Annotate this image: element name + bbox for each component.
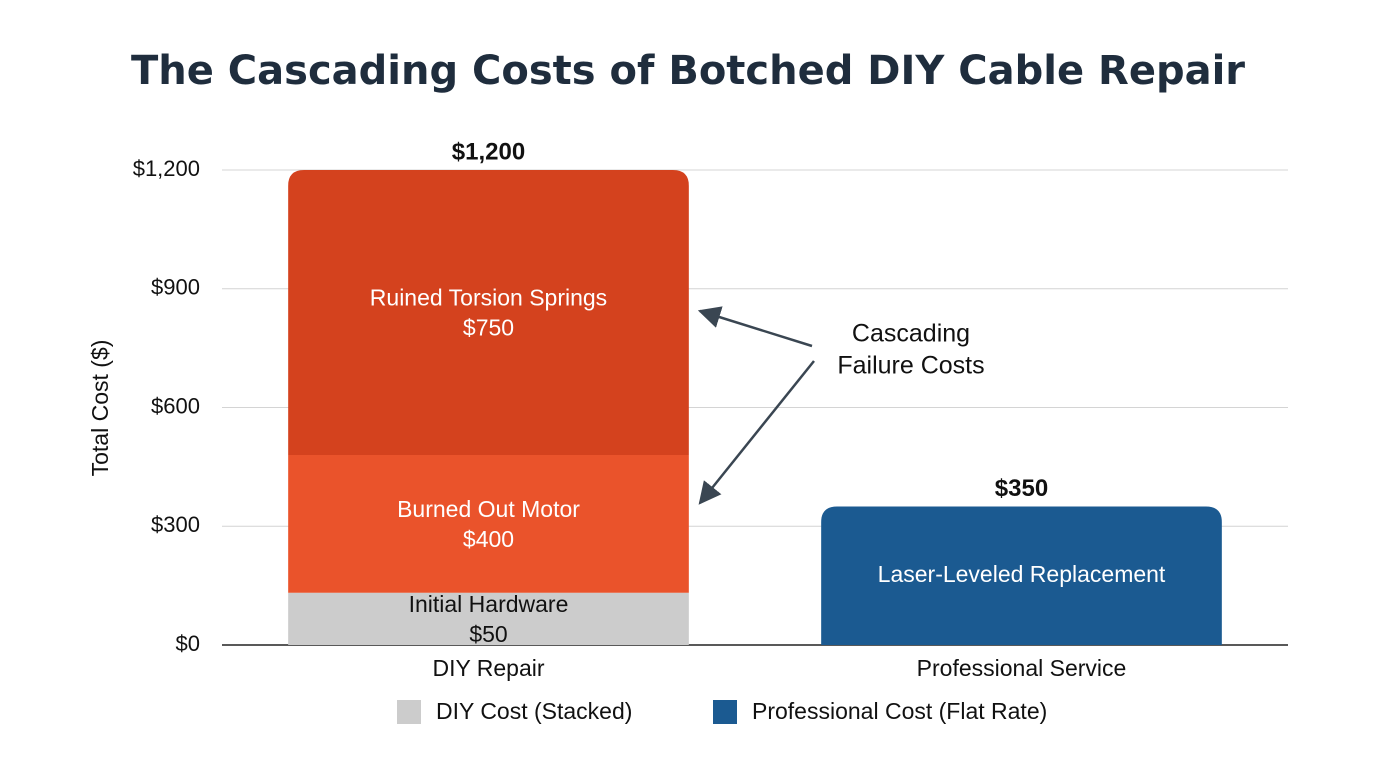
bar-total-label: $350 — [995, 475, 1048, 502]
segment-label: Ruined Torsion Springs — [370, 285, 607, 311]
bar-segment — [288, 592, 689, 645]
y-tick-label: $600 — [151, 393, 200, 418]
legend-label: DIY Cost (Stacked) — [436, 698, 632, 724]
segment-value-label: $400 — [463, 526, 514, 552]
legend: DIY Cost (Stacked) Professional Cost (Fla… — [397, 698, 1047, 724]
segment-label: Laser-Leveled Replacement — [878, 561, 1166, 587]
x-tick-label: Professional Service — [917, 655, 1127, 681]
bar-segment — [288, 455, 689, 593]
annotation: Cascading Failure Costs — [697, 306, 985, 505]
y-tick-label: $0 — [176, 631, 200, 656]
legend-swatch — [713, 700, 737, 724]
legend-label: Professional Cost (Flat Rate) — [752, 698, 1047, 724]
y-tick-label: $1,200 — [133, 156, 200, 181]
bar-total-label: $1,200 — [452, 138, 525, 165]
bar-0 — [288, 170, 689, 645]
bar-segment — [821, 506, 1222, 645]
bars — [288, 170, 1222, 645]
segment-label: Initial Hardware — [409, 591, 569, 617]
annotation-text: Cascading — [852, 320, 970, 348]
y-tick-label: $900 — [151, 275, 200, 300]
x-tick-label: DIY Repair — [432, 655, 544, 681]
y-axis-label: Total Cost ($) — [87, 340, 113, 477]
bar-1 — [821, 506, 1222, 645]
annotation-text: Failure Costs — [837, 352, 984, 380]
annotation-arrow — [697, 306, 813, 348]
annotation-arrow — [698, 360, 815, 505]
y-tick-label: $300 — [151, 512, 200, 537]
bar-segment — [288, 170, 689, 455]
segment-label: Burned Out Motor — [397, 496, 580, 522]
labels: $0 $300 $600 $900 $1,200 Initial Hardware $50 B… — [133, 138, 1166, 681]
segment-value-label: $750 — [463, 315, 514, 341]
legend-swatch — [397, 700, 421, 724]
chart-title: The Cascading Costs of Botched DIY Cable… — [130, 48, 1246, 94]
segment-value-label: $50 — [469, 621, 507, 647]
